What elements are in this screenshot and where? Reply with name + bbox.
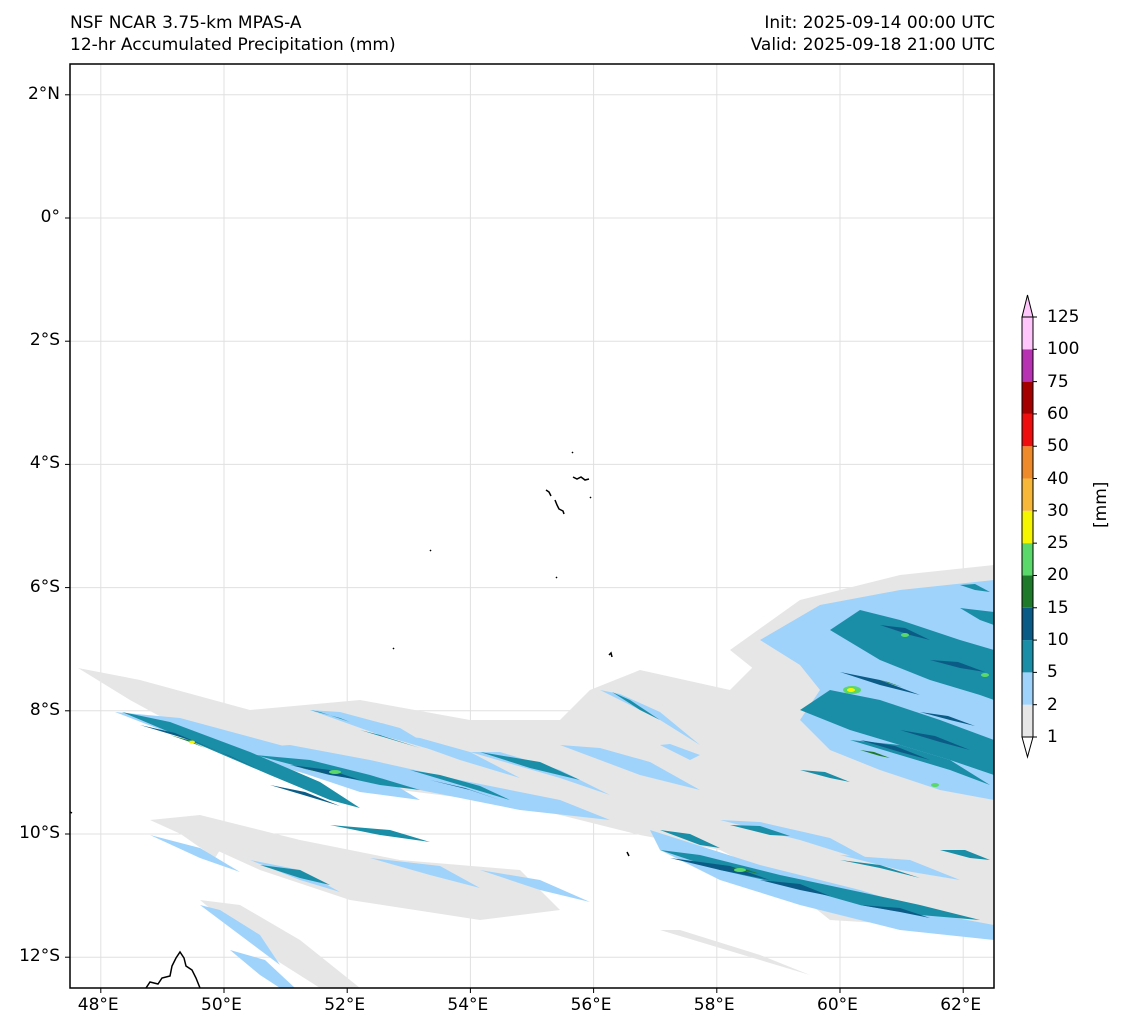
lat-tick-label: 10°S <box>19 823 60 843</box>
colorbar-tick-label: 100 <box>1047 339 1080 360</box>
lat-tick-label: 4°S <box>29 453 60 474</box>
colorbar-band <box>1022 575 1033 608</box>
lat-tick-label: 2°S <box>29 330 60 351</box>
colorbar-tick-label: 30 <box>1047 500 1069 521</box>
field-title: 12-hr Accumulated Precipitation (mm) <box>70 35 396 55</box>
colorbar-tick-label: 2 <box>1047 694 1058 715</box>
colorbar-tick-label: 5 <box>1047 662 1058 683</box>
colorbar-band <box>1022 640 1033 673</box>
colorbar-band <box>1022 478 1033 511</box>
colorbar-min-extend <box>1021 736 1034 759</box>
lat-tick-label: 12°S <box>19 946 60 967</box>
coastlines <box>70 451 630 988</box>
colorbar-max-extend <box>1021 294 1034 318</box>
lon-tick-label: 62°E <box>940 995 982 1015</box>
colorbar-tick-label: 15 <box>1047 597 1069 618</box>
colorbar-tick-label: 40 <box>1047 468 1069 489</box>
map-frame <box>69 63 995 989</box>
init-time: Init: 2025-09-14 00:00 UTC <box>764 13 995 33</box>
lon-tick-label: 56°E <box>570 995 612 1015</box>
colorbar-tick-label: 25 <box>1047 533 1069 554</box>
colorbar-band <box>1022 349 1033 382</box>
lat-tick-label: 2°N <box>27 83 60 104</box>
time-block: Init: 2025-09-14 00:00 UTC Valid: 2025-0… <box>751 12 995 56</box>
colorbar-tick-label: 75 <box>1047 371 1069 392</box>
colorbar-tick-label: 60 <box>1047 403 1069 424</box>
valid-time: Valid: 2025-09-18 21:00 UTC <box>750 35 995 55</box>
lon-tick-label: 58°E <box>693 995 735 1015</box>
colorbar-band <box>1022 381 1033 414</box>
colorbar-band <box>1022 413 1033 447</box>
colorbar-band <box>1022 543 1033 576</box>
lat-tick-label: 0° <box>40 207 60 227</box>
colorbar-band <box>1022 704 1033 737</box>
precip-25mm <box>189 688 855 744</box>
lon-tick-label: 50°E <box>201 995 242 1015</box>
lon-tick-label: 52°E <box>324 995 366 1015</box>
colorbar-band <box>1022 446 1033 479</box>
colorbar-frame <box>1021 316 1034 738</box>
colorbar-unit: [mm] <box>1091 481 1111 528</box>
colorbar-band <box>1022 607 1033 641</box>
lon-tick-label: 54°E <box>447 995 489 1015</box>
colorbar-tick-label: 20 <box>1047 565 1069 586</box>
colorbar-tick-label: 10 <box>1047 630 1069 651</box>
colorbar-band <box>1022 317 1033 350</box>
lat-tick-label: 8°S <box>29 699 60 720</box>
title-block: NSF NCAR 3.75-km MPAS-A 12-hr Accumulate… <box>70 12 396 56</box>
lon-tick-label: 48°E <box>77 995 119 1015</box>
model-title: NSF NCAR 3.75-km MPAS-A <box>70 13 302 33</box>
precip-10mm <box>140 625 985 918</box>
colorbar-tick-label: 1 <box>1047 727 1058 747</box>
colorbar <box>1021 294 1037 759</box>
lon-tick-label: 60°E <box>817 995 858 1015</box>
colorbar-tick-label: 125 <box>1047 307 1080 327</box>
precipitation-field <box>70 451 994 988</box>
colorbar-band <box>1022 510 1033 544</box>
colorbar-tick-label: 50 <box>1047 436 1069 457</box>
lat-tick-label: 6°S <box>29 576 60 597</box>
colorbar-band <box>1022 672 1033 705</box>
